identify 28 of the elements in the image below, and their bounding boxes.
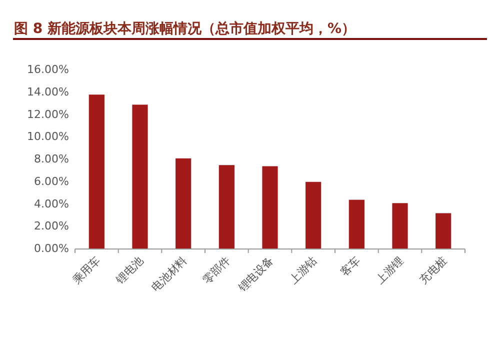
text: 8.00% — [34, 152, 69, 166]
bar — [88, 94, 104, 249]
bar — [218, 165, 234, 249]
x-tick-label: 乘用车 — [70, 254, 103, 286]
bar — [436, 213, 452, 249]
text: 0.00% — [34, 242, 69, 256]
x-tick-label: 上游锂 — [374, 254, 406, 286]
text: 14.00% — [27, 85, 69, 98]
chart-title: 图 8 新能源板块本周涨幅情况（总市值加权平均，%） — [14, 20, 356, 37]
bar — [262, 166, 278, 249]
text: 2.00% — [34, 220, 69, 233]
bar — [348, 200, 364, 249]
x-tick-label: 电池材料 — [149, 254, 190, 294]
text: 4.00% — [34, 197, 69, 210]
x-tick-label: 充电桩 — [416, 254, 450, 286]
bar — [176, 158, 192, 249]
bar — [392, 203, 408, 249]
x-tick-label: 锂电池 — [112, 254, 146, 288]
x-tick-label: 上游钴 — [286, 254, 320, 286]
text: 16.00% — [27, 63, 69, 76]
x-tick-label: 零部件 — [200, 254, 233, 286]
bar — [132, 104, 148, 249]
x-tick-label: 锂电设备 — [235, 254, 276, 295]
text: 10.00% — [27, 130, 69, 144]
text: 12.00% — [27, 108, 69, 121]
text: 6.00% — [34, 174, 69, 188]
bar — [306, 182, 322, 249]
x-tick-label: 客车 — [338, 254, 363, 279]
